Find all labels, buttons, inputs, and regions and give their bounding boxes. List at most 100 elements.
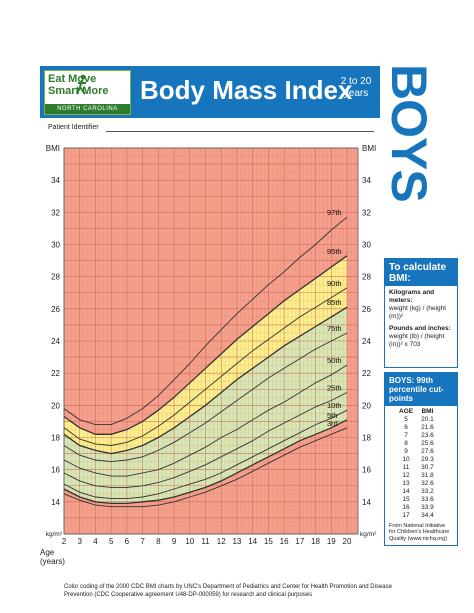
cutpoint-row: 15 33.6 [395, 496, 438, 504]
percentile-curve-3rd [63, 427, 348, 508]
y-tick-label-left: 28 [51, 273, 60, 282]
footer-credit: Color coding of the 2000 CDC BMI charts … [64, 584, 392, 598]
cutpoints-title: BOYS: 99th percentile cut-points [385, 373, 457, 406]
cutpoint-age: 16 [402, 504, 410, 511]
logo-state: NORTH CAROLINA [45, 104, 130, 114]
cutpoint-age: 10 [402, 456, 410, 463]
cutpoint-age: 17 [402, 512, 410, 519]
zone-overweight [64, 255, 347, 454]
y-tick-label-right: 26 [362, 305, 371, 314]
percentile-label: 90th [327, 279, 342, 288]
y-tick-label-right: 14 [362, 498, 371, 507]
y-axis-title-left: BMI [46, 144, 60, 153]
y-tick-label-right: 34 [362, 176, 371, 185]
calc-title: To calculate BMI: [385, 259, 457, 286]
cutpoint-age: 11 [402, 464, 410, 471]
percentile-curve-5th [63, 419, 348, 505]
y-tick-label-right: 22 [362, 369, 371, 378]
y-tick-label-left: 32 [51, 208, 60, 217]
calculate-bmi-box: To calculate BMI: Kilograms and meters: … [384, 258, 458, 368]
age-axis-label: Age (years) [40, 548, 65, 566]
y-tick-label-right: 30 [362, 241, 371, 250]
y-tick-label-left: 26 [51, 305, 60, 314]
cutpoint-bmi: 34.4 [421, 512, 434, 519]
percentile-curve-10th [63, 409, 348, 500]
cutpoint-row: 13 32.6 [395, 480, 438, 488]
x-tick-label: 11 [201, 537, 210, 546]
y-tick-label-right: 28 [362, 273, 371, 282]
y-tick-label-right: 32 [362, 208, 371, 217]
percentile-label: 10th [327, 401, 342, 410]
percentile-label: 25th [327, 383, 342, 392]
x-tick-label: 10 [185, 537, 194, 546]
percentile-curve-90th [63, 287, 348, 446]
patient-identifier-field[interactable] [106, 131, 374, 132]
cutpoint-row: 10 29.3 [395, 456, 438, 464]
cutpoint-bmi: 23.6 [421, 432, 434, 439]
x-tick-label: 3 [77, 537, 82, 546]
cutpoint-bmi: 31.8 [421, 472, 434, 479]
x-tick-label: 4 [93, 537, 98, 546]
cutpoints-table: AGE BMI 5 20.1 6 21.6 7 23.6 8 25.6 9 27.6 10 29.3 1… [395, 408, 438, 520]
side-title-boys: BOYS [386, 64, 437, 202]
cutpoint-bmi: 33.9 [421, 504, 434, 511]
cutpoint-age: 5 [404, 416, 408, 423]
cutpoint-row: 16 33.9 [395, 504, 438, 512]
cutpoints-source: From National Initiative for Children's … [389, 522, 450, 542]
age-range-label: 2 to 20 years [340, 76, 372, 99]
cutpoint-bmi: 33.6 [421, 496, 434, 503]
x-tick-label: 17 [295, 537, 304, 546]
cutpoint-row: 6 21.6 [395, 424, 438, 432]
percentile-curve-25th [63, 392, 348, 488]
x-tick-label: 15 [264, 537, 273, 546]
y-tick-label-right: 24 [362, 337, 371, 346]
plot-border [63, 147, 359, 535]
x-tick-label: 19 [327, 537, 336, 546]
y-tick-label-left: 34 [51, 176, 60, 185]
percentile-label: 75th [327, 324, 342, 333]
calc-metric-formula: weight (kg) / (height (m))² [389, 305, 447, 320]
cutpoint-bmi: 25.6 [421, 440, 434, 447]
x-tick-label: 6 [125, 537, 130, 546]
cutpoint-age: 9 [404, 448, 408, 455]
cutpoint-bmi: 21.6 [421, 424, 434, 431]
cutpoint-age: 7 [404, 432, 408, 439]
cutpoint-bmi: 27.6 [421, 448, 434, 455]
percentile-curve-85th [63, 306, 348, 455]
calc-imperial-formula: weight (lb) / (height (in))² x 703 [389, 333, 445, 348]
cutpoint-age: 15 [402, 496, 410, 503]
percentile-label: 5th [327, 411, 337, 420]
y-axis-title-right: BMI [362, 144, 376, 153]
percentile-label: 50th [327, 356, 342, 365]
cutpoints-col-age: AGE [399, 408, 414, 415]
patient-identifier-label: Patient Identifier [48, 124, 99, 131]
cutpoint-bmi: 29.3 [421, 456, 434, 463]
y-tick-label-right: 16 [362, 466, 371, 475]
percentile-label: 97th [327, 208, 342, 217]
cutpoint-row: 7 23.6 [395, 432, 438, 440]
x-tick-label: 12 [217, 537, 226, 546]
percentile-label: 85th [327, 298, 342, 307]
cutpoint-age: 6 [404, 424, 408, 431]
page-title: Body Mass Index [140, 75, 353, 105]
cutpoint-age: 13 [402, 480, 410, 487]
y-tick-label-left: 30 [51, 241, 60, 250]
percentile-label: 95th [327, 247, 342, 256]
y-tick-label-left: 22 [51, 369, 60, 378]
x-tick-label: 18 [311, 537, 320, 546]
cutpoint-bmi: 20.1 [421, 416, 434, 423]
cutpoint-row: 12 31.8 [395, 472, 438, 480]
eat-smart-move-more-logo: Eat Move Smart More NORTH CAROLINA [44, 70, 131, 115]
calc-metric-heading: Kilograms and meters: [389, 289, 435, 304]
cutpoint-row: 8 25.6 [395, 440, 438, 448]
y-unit-label-left: kg/m² [46, 531, 63, 538]
cutpoint-row: 17 34.4 [395, 512, 438, 520]
cutpoint-row: 11 30.7 [395, 464, 438, 472]
side-title-text: BOYS [386, 64, 437, 202]
cutpoint-row: 14 33.2 [395, 488, 438, 496]
percentile-curve-95th [63, 255, 348, 435]
y-tick-label-left: 24 [51, 337, 60, 346]
y-unit-label-right: kg/m² [360, 531, 377, 538]
